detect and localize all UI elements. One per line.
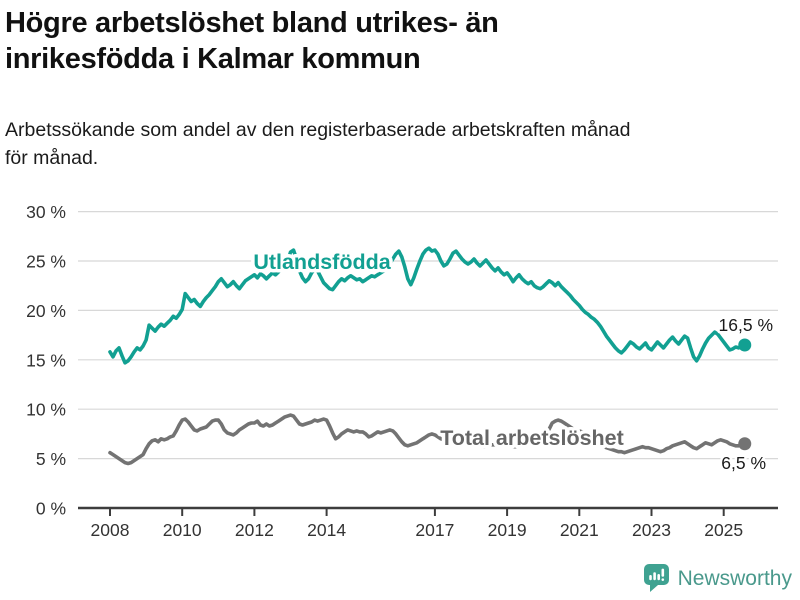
x-tick-label: 2012 xyxy=(235,520,274,540)
newsworthy-logo-icon xyxy=(643,564,669,592)
x-tick-label: 2019 xyxy=(488,520,527,540)
x-tick-label: 2025 xyxy=(704,520,743,540)
y-tick-label: 10 % xyxy=(26,400,66,420)
x-tick-label: 2017 xyxy=(415,520,454,540)
brand-name: Newsworthy xyxy=(677,567,792,590)
brand-footer: Newsworthy xyxy=(643,564,792,594)
series-line-utlandsfodda xyxy=(108,246,747,365)
end-value-annotation: 16,5 % xyxy=(719,315,773,335)
title-line-1: Högre arbetslöshet bland utrikes- än xyxy=(5,7,499,39)
subtitle-line-1: Arbetssökande som andel av den registerb… xyxy=(5,119,631,141)
x-tick-label: 2014 xyxy=(307,520,346,540)
x-tick-label: 2023 xyxy=(632,520,671,540)
y-tick-label: 30 % xyxy=(26,202,66,222)
y-tick-label: 0 % xyxy=(36,499,66,519)
x-tick-label: 2021 xyxy=(560,520,599,540)
series-line-total xyxy=(108,413,747,466)
y-tick-label: 20 % xyxy=(26,301,66,321)
y-tick-label: 25 % xyxy=(26,252,66,272)
x-tick-label: 2008 xyxy=(91,520,130,540)
y-tick-label: 15 % xyxy=(26,350,66,370)
subtitle-line-2: för månad. xyxy=(5,147,99,170)
end-value-annotation: 6,5 % xyxy=(721,453,766,473)
series-end-dot xyxy=(738,338,752,352)
series-end-dot xyxy=(738,437,752,451)
page-title: Högre arbetslöshet bland utrikes- än inr… xyxy=(5,6,765,78)
y-tick-label: 5 % xyxy=(36,449,66,469)
x-tick-label: 2010 xyxy=(163,520,202,540)
series-label-utlandsfodda: Utlandsfödda xyxy=(253,250,391,274)
series-label-total: Total arbetslöshet xyxy=(440,426,624,450)
title-line-2: inrikesfödda i Kalmar kommun xyxy=(5,42,421,75)
subtitle: Arbetssökande som andel av den registerb… xyxy=(5,116,795,173)
